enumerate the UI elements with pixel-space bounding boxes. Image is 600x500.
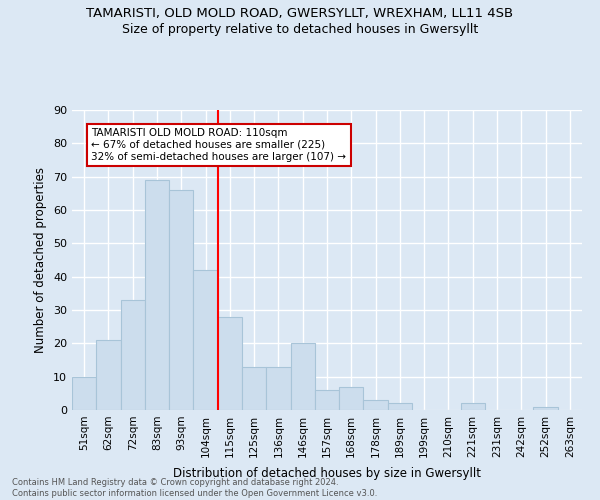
Bar xyxy=(96,340,121,410)
Bar xyxy=(315,390,339,410)
Bar xyxy=(121,300,145,410)
Bar xyxy=(461,404,485,410)
Bar xyxy=(290,344,315,410)
Bar xyxy=(218,316,242,410)
Y-axis label: Number of detached properties: Number of detached properties xyxy=(34,167,47,353)
Text: Size of property relative to detached houses in Gwersyllt: Size of property relative to detached ho… xyxy=(122,22,478,36)
Text: TAMARISTI, OLD MOLD ROAD, GWERSYLLT, WREXHAM, LL11 4SB: TAMARISTI, OLD MOLD ROAD, GWERSYLLT, WRE… xyxy=(86,8,514,20)
Bar xyxy=(169,190,193,410)
Text: Contains HM Land Registry data © Crown copyright and database right 2024.
Contai: Contains HM Land Registry data © Crown c… xyxy=(12,478,377,498)
Bar xyxy=(193,270,218,410)
Bar xyxy=(266,366,290,410)
Bar xyxy=(533,406,558,410)
Bar xyxy=(388,404,412,410)
Text: TAMARISTI OLD MOLD ROAD: 110sqm
← 67% of detached houses are smaller (225)
32% o: TAMARISTI OLD MOLD ROAD: 110sqm ← 67% of… xyxy=(91,128,346,162)
Bar xyxy=(364,400,388,410)
Bar xyxy=(339,386,364,410)
Text: Distribution of detached houses by size in Gwersyllt: Distribution of detached houses by size … xyxy=(173,467,481,480)
Bar xyxy=(145,180,169,410)
Bar xyxy=(242,366,266,410)
Bar xyxy=(72,376,96,410)
